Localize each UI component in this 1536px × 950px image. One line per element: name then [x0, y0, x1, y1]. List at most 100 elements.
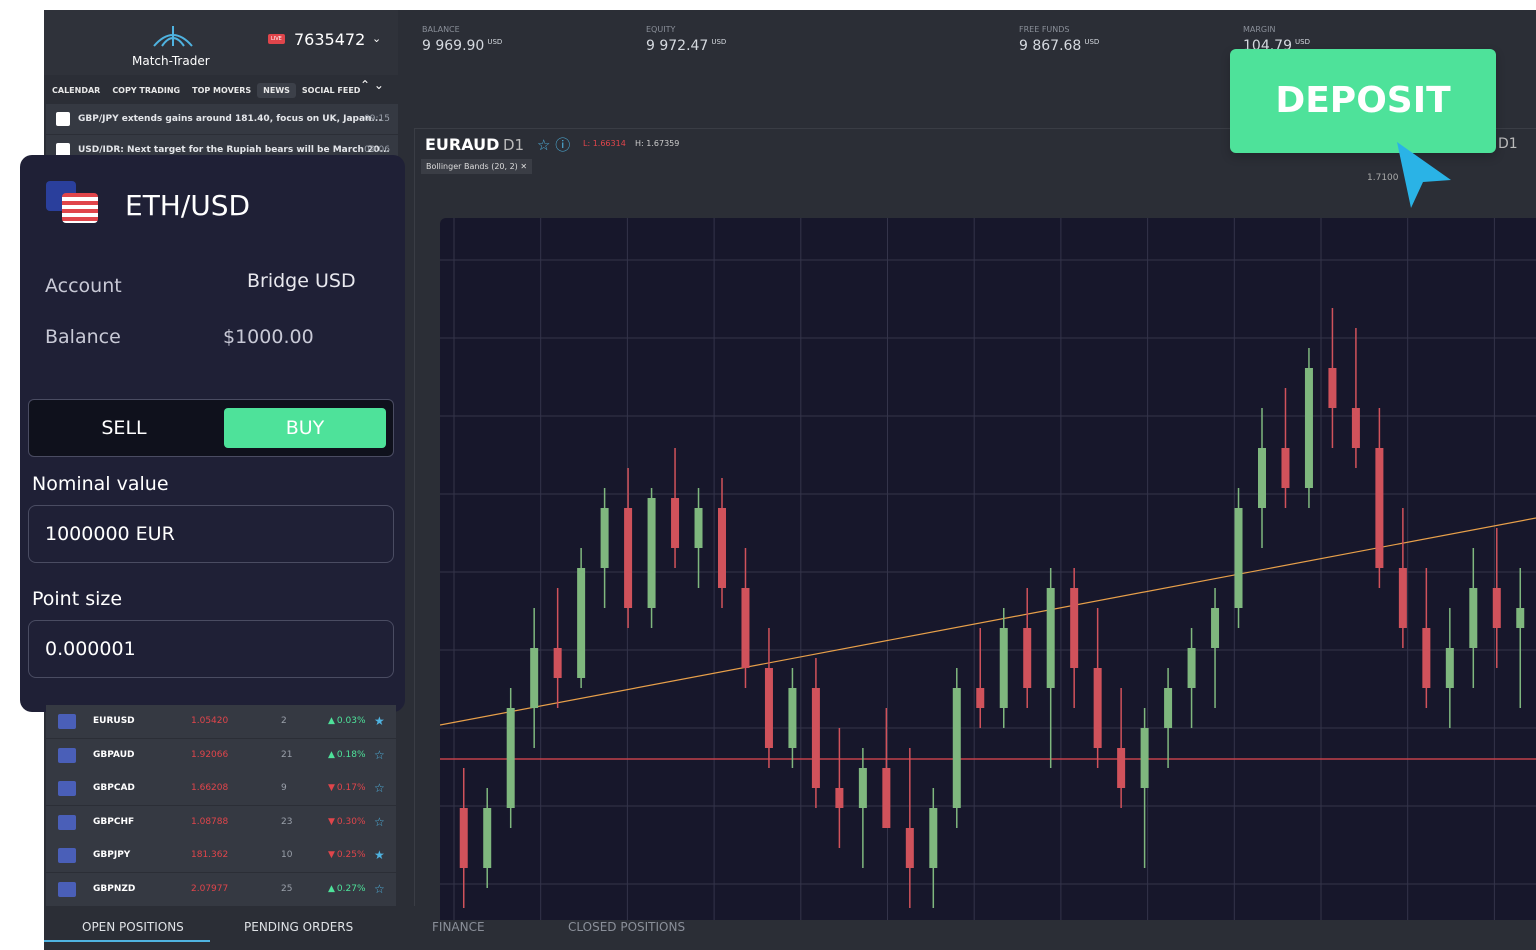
- instrument-row[interactable]: GBPJPY 181.362 10 ▼ 0.25% ★: [46, 839, 396, 874]
- news-time: 09:15: [364, 114, 390, 124]
- star[interactable]: ★: [374, 848, 385, 863]
- bottom-tab[interactable]: OPEN POSITIONS: [82, 920, 184, 934]
- change-arrow: ▲: [328, 749, 335, 760]
- candle-chart: [440, 218, 1536, 920]
- chart-timeframe: D1: [503, 136, 525, 154]
- instrument-price: 1.92066: [191, 749, 229, 760]
- instrument-price: 1.08788: [191, 816, 229, 827]
- candle-body: [1258, 448, 1266, 508]
- instrument-change: ▲ 0.18%: [328, 739, 366, 772]
- sidebar-tab[interactable]: CALENDAR: [52, 86, 101, 95]
- nominal-label: Nominal value: [32, 473, 169, 495]
- balance-value: $1000.00: [223, 326, 314, 348]
- account-caret[interactable]: ⌄: [372, 32, 382, 45]
- change-value: 0.17%: [336, 783, 366, 794]
- change-arrow: ▼: [328, 850, 335, 861]
- change-arrow: ▼: [328, 816, 335, 827]
- stat: BALANCE 9 969.90 USD: [422, 25, 502, 54]
- candle-body: [835, 788, 844, 808]
- candle-body: [1140, 728, 1149, 788]
- star[interactable]: ★: [374, 714, 385, 728]
- candle-body: [764, 668, 773, 748]
- candle-body: [1304, 368, 1313, 488]
- bottom-tab[interactable]: FINANCE: [432, 920, 485, 934]
- candle-body: [952, 688, 961, 808]
- sidebar-tab[interactable]: TOP MOVERS: [192, 86, 252, 95]
- candle-body: [1328, 368, 1337, 408]
- sell-button[interactable]: SELL: [101, 417, 147, 439]
- chart-symbol: EURAUD: [425, 135, 500, 154]
- instrument-row[interactable]: GBPAUD 1.92066 21 ▲ 0.18% ☆: [46, 738, 396, 773]
- stat-label: MARGIN: [1243, 25, 1276, 34]
- balance-label: Balance: [45, 326, 121, 348]
- candle-body: [1164, 688, 1173, 728]
- cursor-arrow: [1397, 142, 1451, 208]
- candle-body: [1234, 508, 1243, 608]
- instrument-change: ▼ 0.30%: [328, 806, 366, 839]
- bottom-tab[interactable]: PENDING ORDERS: [244, 920, 354, 934]
- instrument-count: 2: [281, 716, 287, 726]
- stat-label: FREE FUNDS: [1019, 25, 1070, 34]
- candle-body: [1117, 748, 1126, 788]
- active-tab-underline: [44, 940, 210, 942]
- candle-body: [882, 768, 891, 828]
- news-flag: [56, 142, 70, 157]
- instrument-change: ▲ 0.27%: [328, 873, 366, 906]
- candle-body: [671, 498, 680, 548]
- candle-body: [1492, 588, 1501, 628]
- instrument-flag: [58, 848, 76, 864]
- point-input[interactable]: 0.000001: [28, 620, 394, 678]
- change-arrow: ▲: [328, 716, 335, 726]
- instrument-row[interactable]: EURUSD 1.05420 2 ▲ 0.03% ★: [46, 705, 396, 739]
- chart-timeframe-2: D1: [1498, 136, 1518, 152]
- candle-body: [647, 498, 656, 608]
- collapse-arrows[interactable]: ⌃ ⌄: [360, 78, 384, 92]
- stat-value: 9 867.68 USD: [1019, 38, 1099, 54]
- stat: FREE FUNDS 9 867.68 USD: [1019, 25, 1099, 54]
- nominal-input[interactable]: 1000000 EUR: [28, 505, 394, 563]
- candle-body: [1093, 668, 1102, 748]
- account-label: Account: [45, 275, 122, 297]
- candle-body: [1516, 608, 1525, 628]
- candle-body: [929, 808, 938, 868]
- instrument-row[interactable]: GBPCAD 1.66208 9 ▼ 0.17% ☆: [46, 772, 396, 807]
- candle-body: [553, 648, 562, 678]
- instrument-row[interactable]: GBPCHF 1.08788 23 ▼ 0.30% ☆: [46, 805, 396, 840]
- instrument-flag: [58, 781, 76, 797]
- bottom-tab[interactable]: CLOSED POSITIONS: [568, 920, 686, 934]
- deposit-button[interactable]: DEPOSIT: [1230, 49, 1496, 153]
- change-value: 0.30%: [336, 816, 366, 827]
- candle-body: [1398, 568, 1407, 628]
- stat-label: EQUITY: [646, 25, 676, 34]
- news-item[interactable]: GBP/JPY extends gains around 181.40, foc…: [46, 104, 398, 135]
- star[interactable]: ☆: [374, 882, 385, 896]
- order-panel: ETH/USD Account Bridge USD Balance $1000…: [20, 155, 405, 712]
- stat-label: BALANCE: [422, 25, 460, 34]
- sidebar-tab[interactable]: COPY TRADING: [112, 86, 181, 95]
- account-number[interactable]: 7635472: [294, 30, 366, 49]
- candle-body: [530, 648, 539, 708]
- logo-text: Match-Trader: [132, 54, 210, 68]
- candle-body: [976, 688, 985, 708]
- account-value: Bridge USD: [247, 270, 356, 292]
- stat-unit: USD: [711, 38, 727, 46]
- star[interactable]: ☆: [374, 747, 385, 762]
- sidebar-tab[interactable]: SOCIAL FEED: [301, 86, 361, 95]
- stat-value: 9 972.47 USD: [646, 38, 726, 54]
- indicator-chip[interactable]: Bollinger Bands (20, 2) ✕: [421, 159, 533, 174]
- logo-icon: [153, 26, 193, 47]
- live-badge: LIVE: [268, 34, 285, 44]
- change-arrow: ▼: [328, 783, 335, 794]
- favorite[interactable]: ☆ ⓘ: [537, 136, 571, 154]
- candle-body: [600, 508, 609, 568]
- candle-body: [1046, 588, 1055, 688]
- star[interactable]: ☆: [374, 781, 385, 796]
- instrument-name: GBPCAD: [93, 783, 135, 794]
- side-toggle: SELL BUY: [28, 399, 394, 457]
- buy-button[interactable]: BUY: [224, 408, 386, 448]
- star[interactable]: ☆: [374, 814, 385, 829]
- panel-symbol: ETH/USD: [125, 189, 251, 222]
- instrument-row[interactable]: GBPNZD 2.07977 25 ▲ 0.27% ☆: [46, 873, 396, 907]
- sidebar-tab[interactable]: NEWS: [257, 83, 296, 98]
